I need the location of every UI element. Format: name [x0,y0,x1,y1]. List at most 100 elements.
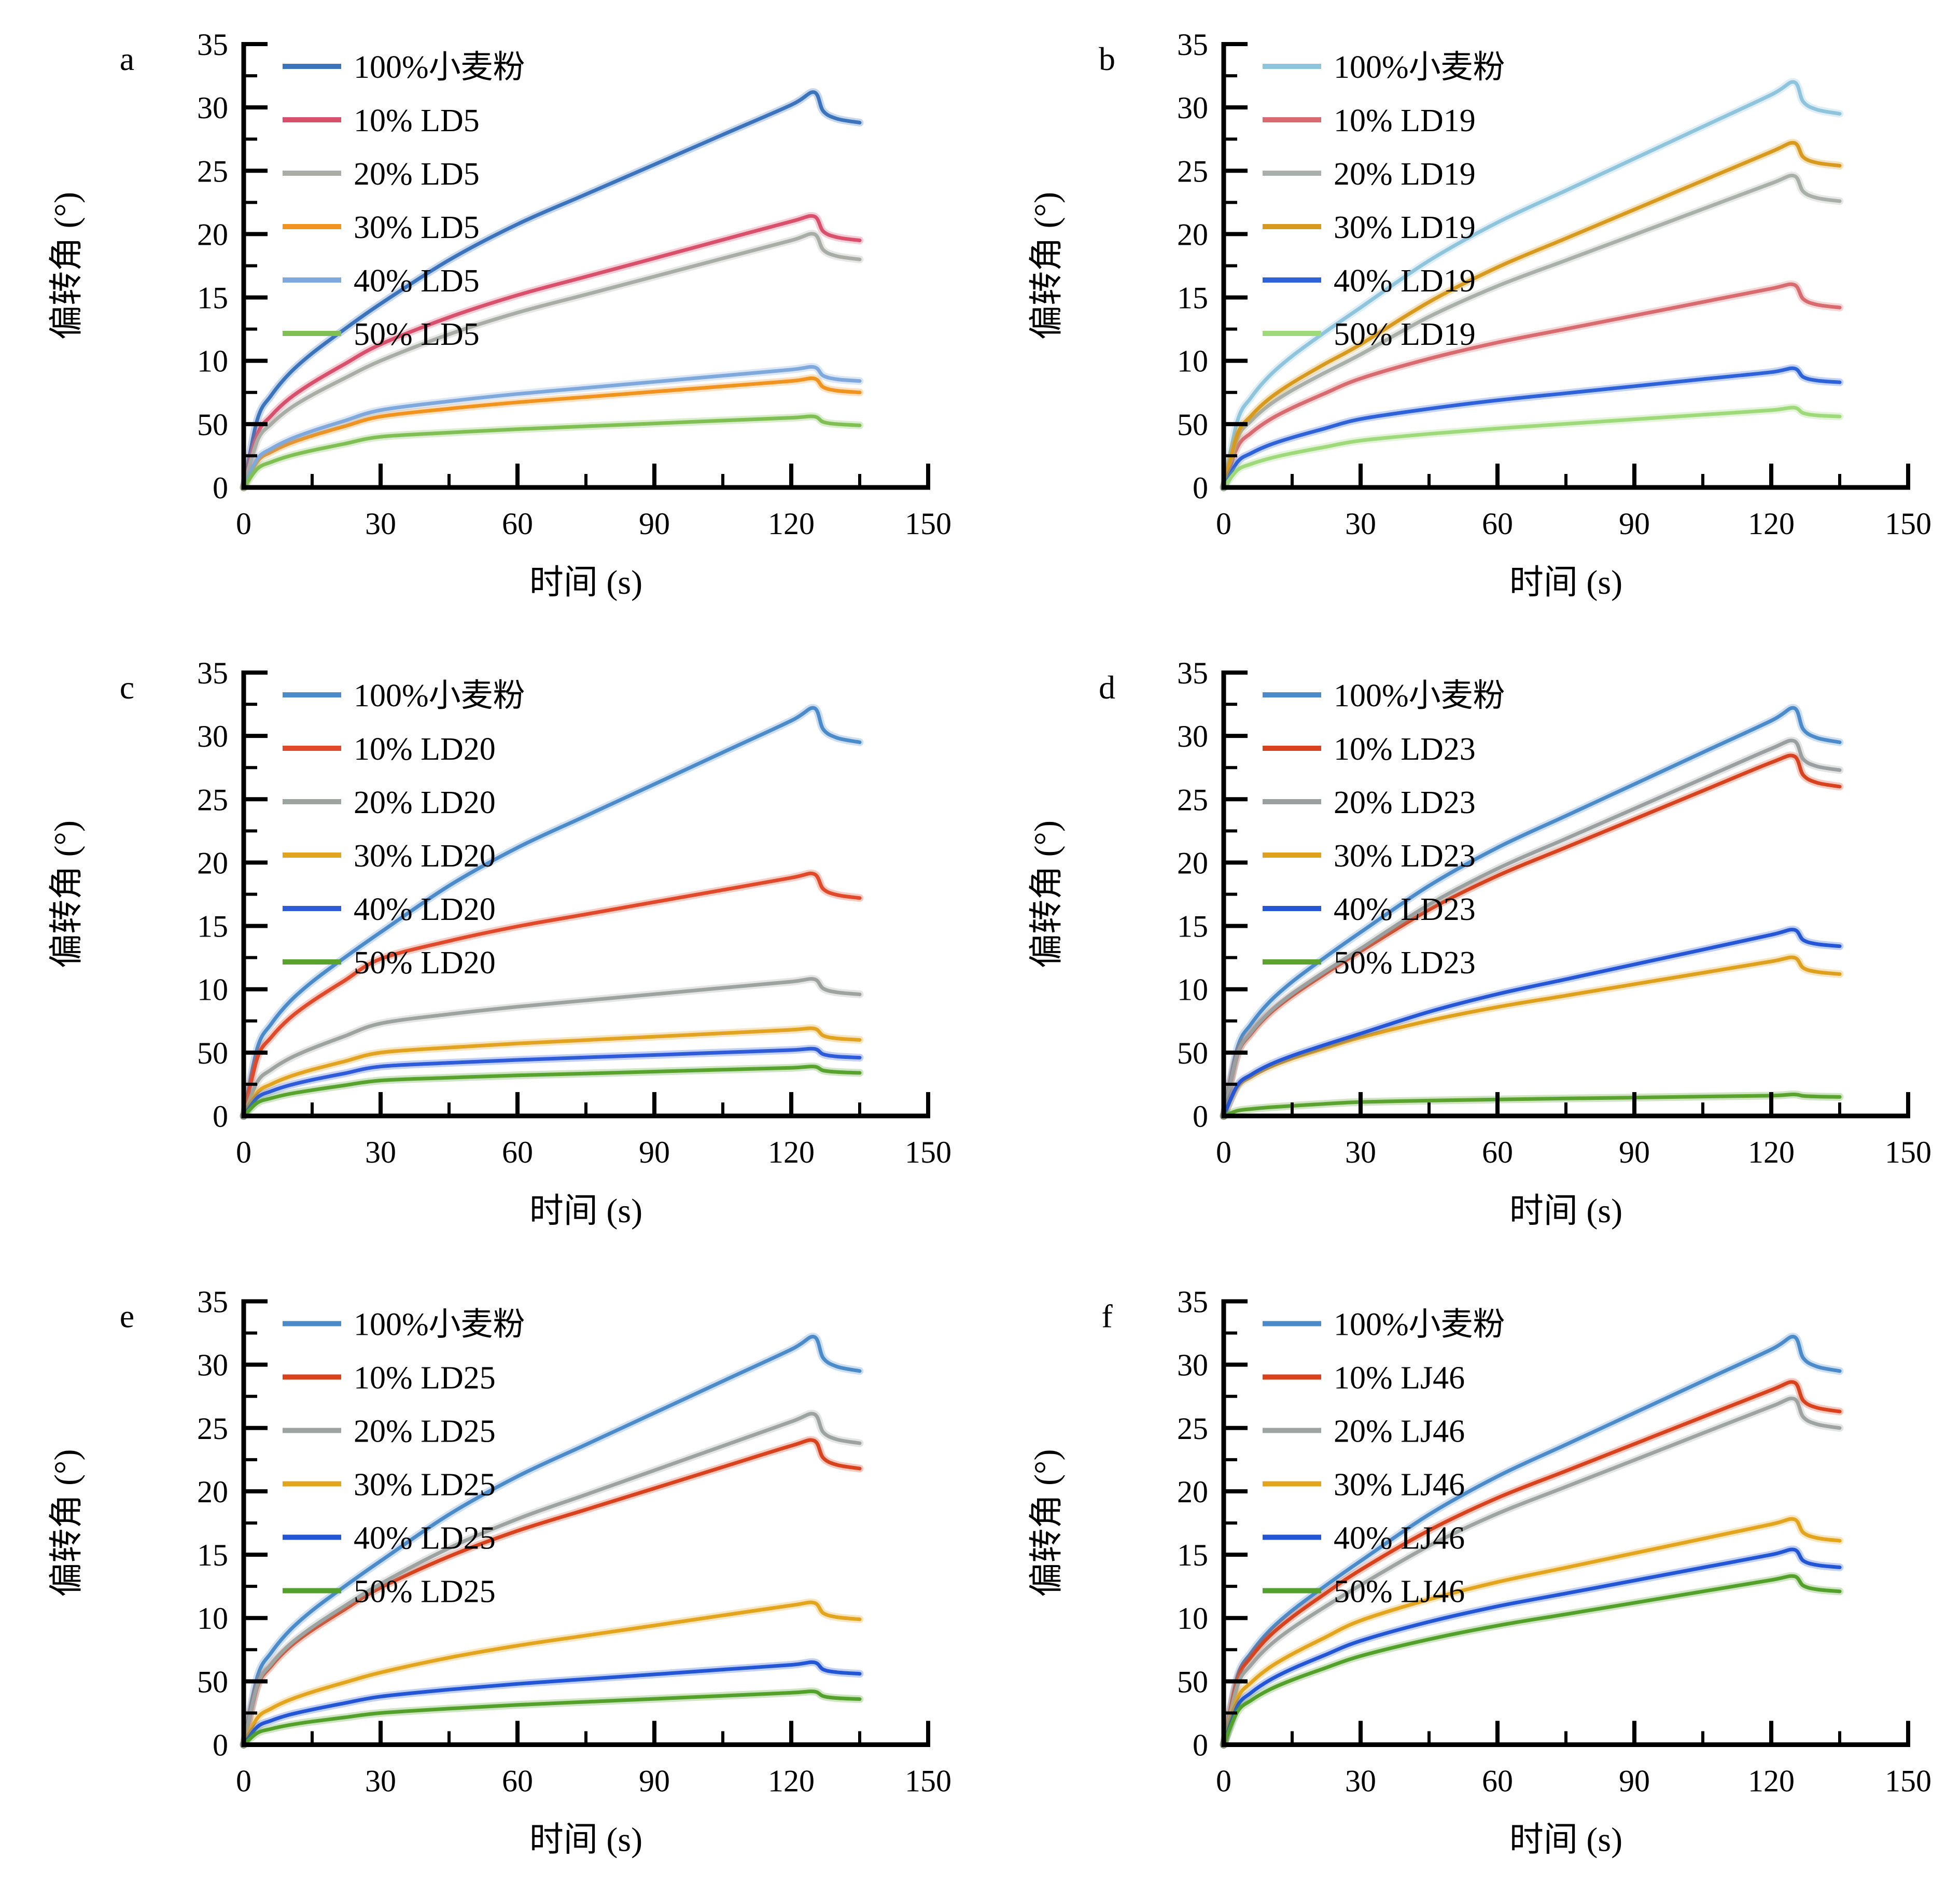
curve-e-0 [242,1335,862,1747]
y-tick-label: 30 [197,719,228,753]
legend-label-b-1: 10% LD19 [1334,103,1476,138]
y-tick-label: 50 [1177,1036,1208,1070]
x-axis-title: 时间 (s) [529,564,642,602]
y-tick-label: 20 [1177,1475,1208,1509]
curve-b-1 [1222,282,1842,490]
legend-label-b-5: 50% LD19 [1334,317,1476,352]
legend-label-e-4: 40% LD25 [354,1521,496,1556]
legend-label-f-3: 30% LJ46 [1334,1468,1465,1503]
curve-c-5 [242,1065,862,1118]
legend-label-d-5: 50% LD23 [1334,945,1476,981]
curve-e-4 [242,1660,862,1747]
x-tick-label: 150 [1885,1135,1931,1169]
x-tick-label: 60 [1482,1135,1513,1169]
y-tick-label: 30 [1177,91,1208,125]
curve-c-2 [242,977,862,1118]
y-tick-label: 35 [197,27,228,62]
y-tick-label: 0 [1193,1728,1208,1763]
panel-letter-a: a [120,40,134,77]
x-tick-label: 90 [639,507,670,541]
chart-panel-e: e 0 30 60 90 120 150 0 50 10 15 20 25 30 35 时间 (s) 偏转角 (… [48,1285,951,1859]
y-tick-label: 20 [1177,217,1208,252]
x-tick-label: 150 [1885,507,1931,541]
y-axis-title: 偏转角 (°) [1028,192,1066,340]
chart-panel-c: c 0 30 60 90 120 150 0 50 10 15 20 25 30 35 时间 (s) 偏转角 (… [48,656,951,1230]
legend-label-d-2: 20% LD23 [1334,785,1476,820]
y-tick-label: 35 [197,1285,228,1319]
y-tick-label: 15 [197,281,228,315]
legend-label-c-5: 50% LD20 [354,945,496,981]
legend-label-d-0: 100%小麦粉 [1334,678,1505,714]
x-tick-label: 30 [1345,1135,1376,1169]
x-tick-label: 60 [502,1135,533,1169]
legend-label-c-0: 100%小麦粉 [354,678,525,714]
legend-label-d-4: 40% LD23 [1334,892,1476,927]
legend-label-f-5: 50% LJ46 [1334,1574,1465,1610]
curve-a-0 [242,90,862,490]
legend-label-f-1: 10% LJ46 [1334,1361,1465,1396]
legend-label-b-4: 40% LD19 [1334,263,1476,299]
curve-a-3 [242,376,862,490]
y-tick-label: 25 [1177,783,1208,817]
curve-d-3 [1222,955,1842,1118]
y-tick-label: 30 [197,91,228,125]
curve-f-2 [1222,1396,1842,1747]
curve-d-5 [1222,1092,1842,1118]
legend-label-e-0: 100%小麦粉 [354,1307,525,1343]
y-tick-label: 15 [197,1538,228,1572]
curve-halo-f-3 [1220,1515,1844,1749]
y-tick-label: 15 [197,910,228,944]
x-tick-label: 120 [768,1764,815,1798]
x-axis-title: 时间 (s) [1509,1821,1622,1859]
legend-label-d-1: 10% LD23 [1334,732,1476,767]
legend-label-f-4: 40% LJ46 [1334,1521,1465,1556]
curve-c-4 [242,1046,862,1118]
y-tick-label: 0 [1193,1099,1208,1134]
y-axis-title: 偏转角 (°) [48,192,86,340]
y-tick-label: 0 [213,1099,228,1134]
x-tick-label: 150 [1885,1764,1931,1798]
x-tick-label: 0 [1216,1764,1231,1798]
y-tick-label: 10 [197,344,228,379]
curve-d-0 [1222,706,1842,1118]
x-tick-label: 60 [1482,1764,1513,1798]
curve-halo-d-4 [1220,926,1844,1120]
curve-d-2 [1222,738,1842,1118]
x-tick-label: 0 [236,1135,251,1169]
x-tick-label: 120 [1748,1764,1795,1798]
legend-label-c-4: 40% LD20 [354,892,496,927]
curve-halo-d-2 [1220,736,1844,1120]
y-tick-label: 15 [1177,910,1208,944]
y-tick-label: 10 [1177,973,1208,1007]
x-tick-label: 60 [1482,507,1513,541]
legend-label-c-1: 10% LD20 [354,732,496,767]
curve-a-2 [242,232,862,490]
legend-label-c-3: 30% LD20 [354,839,496,874]
legend-label-a-0: 100%小麦粉 [354,50,525,85]
x-axis-title: 时间 (s) [529,1192,642,1230]
x-tick-label: 0 [1216,507,1231,541]
x-tick-label: 120 [768,507,815,541]
curve-a-5 [242,414,862,490]
panel-letter-d: d [1099,669,1115,706]
y-tick-label: 30 [1177,719,1208,753]
y-tick-label: 0 [1193,471,1208,505]
curve-halo-e-3 [240,1598,864,1749]
curve-c-1 [242,871,862,1118]
panel-f: f 0 30 60 90 120 150 0 50 10 15 20 25 30 35 时间 (s) 偏转角 (… [980,1257,1960,1886]
y-tick-label: 35 [1177,27,1208,62]
y-tick-label: 25 [197,154,228,188]
y-tick-label: 35 [1177,1285,1208,1319]
chart-panel-d: d 0 30 60 90 120 150 0 50 10 15 20 25 30 35 时间 (s) 偏转角 (… [1028,656,1931,1230]
x-tick-label: 90 [639,1135,670,1169]
y-tick-label: 35 [1177,656,1208,690]
y-tick-label: 20 [197,217,228,252]
y-tick-label: 35 [197,656,228,690]
y-tick-label: 30 [197,1348,228,1382]
curve-b-0 [1222,80,1842,490]
curve-f-1 [1222,1380,1842,1747]
panel-letter-f: f [1101,1298,1113,1335]
legend-label-c-2: 20% LD20 [354,785,496,820]
legend-label-a-3: 30% LD5 [354,210,480,245]
legend-label-e-3: 30% LD25 [354,1468,496,1503]
